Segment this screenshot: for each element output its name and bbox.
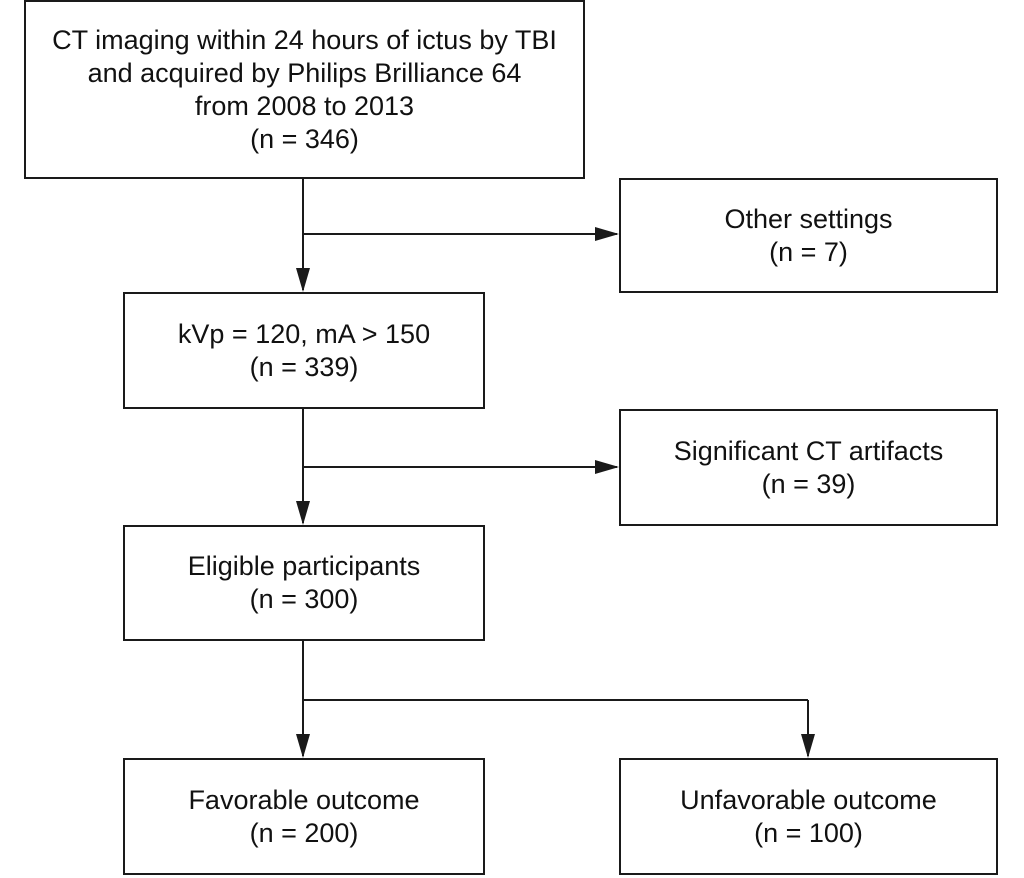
box-ct-imaging-line-2: and acquired by Philips Brilliance 64 bbox=[87, 57, 522, 88]
box-eligible-count: (n = 300) bbox=[249, 584, 359, 614]
box-other-settings-label: Other settings bbox=[724, 203, 893, 234]
box-kvp-ma: kVp = 120, mA > 150 (n = 339) bbox=[123, 292, 485, 409]
box-unfavorable-count: (n = 100) bbox=[754, 817, 863, 848]
box-favorable-label: Favorable outcome bbox=[188, 784, 420, 815]
box-artifacts-label: Significant CT artifacts bbox=[673, 435, 944, 466]
box-favorable-outcome: Favorable outcome (n = 200) bbox=[123, 758, 485, 875]
box-unfavorable-label: Unfavorable outcome bbox=[680, 784, 937, 815]
box-ct-imaging-cohort: CT imaging within 24 hours of ictus by T… bbox=[24, 0, 585, 179]
box-eligible-label: Eligible participants bbox=[187, 551, 421, 581]
box-other-settings-count: (n = 7) bbox=[769, 236, 848, 267]
box-eligible-participants: Eligible participants (n = 300) bbox=[123, 525, 485, 641]
box-ct-imaging-line-3: from 2008 to 2013 bbox=[194, 90, 415, 121]
box-significant-ct-artifacts: Significant CT artifacts (n = 39) bbox=[619, 409, 998, 526]
box-kvp-label: kVp = 120, mA > 150 bbox=[177, 318, 431, 349]
box-kvp-count: (n = 339) bbox=[249, 351, 359, 382]
box-favorable-count: (n = 200) bbox=[249, 817, 359, 848]
box-ct-imaging-line-1: CT imaging within 24 hours of ictus by T… bbox=[52, 24, 557, 55]
box-unfavorable-outcome: Unfavorable outcome (n = 100) bbox=[619, 758, 998, 875]
box-artifacts-count: (n = 39) bbox=[761, 468, 856, 499]
box-ct-imaging-count: (n = 346) bbox=[250, 123, 359, 154]
box-other-settings: Other settings (n = 7) bbox=[619, 178, 998, 293]
